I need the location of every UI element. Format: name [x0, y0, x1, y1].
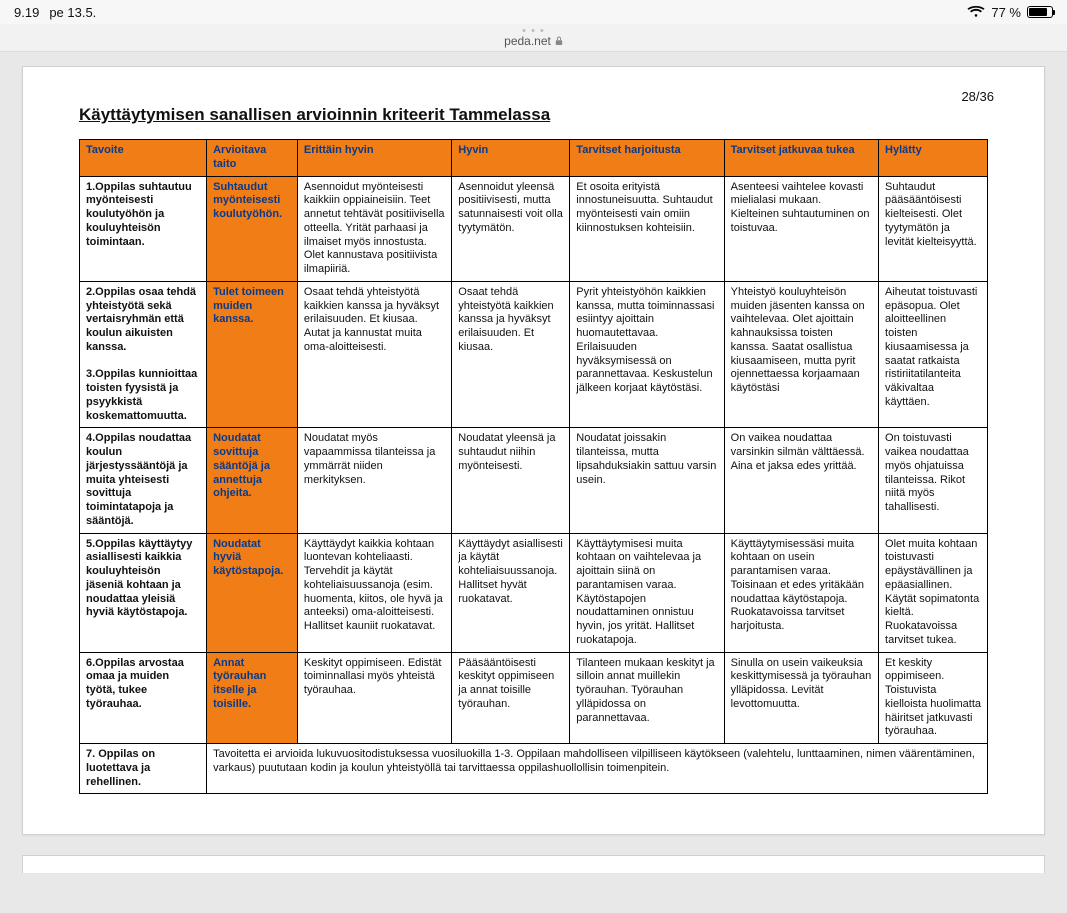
cell-level: Olet muita kohtaan toistuvasti epäystävä… [879, 533, 988, 652]
document-title: Käyttäytymisen sanallisen arvioinnin kri… [79, 105, 988, 125]
status-bar: 9.19 pe 13.5. 77 % [0, 0, 1067, 24]
cell-level: Et osoita erityistä innostuneisuutta. Su… [570, 176, 724, 281]
cell-arvioitava: Suhtaudut myönteisesti koulutyöhön. [207, 176, 298, 281]
cell-level: Sinulla on usein vaikeuksia keskittymise… [724, 652, 878, 744]
table-row: 2.Oppilas osaa tehdä yhteistyötä sekä ve… [80, 281, 988, 428]
criteria-table: Tavoite Arvioitava taito Erittäin hyvin … [79, 139, 988, 794]
cell-level: Noudatat yleensä ja suhtaudut niihin myö… [452, 428, 570, 533]
cell-level: Käyttäytymisesi muita kohtaan on vaihtel… [570, 533, 724, 652]
next-page-peek [22, 855, 1045, 873]
battery-icon [1027, 6, 1053, 18]
cell-level: Asennoidut yleensä positiivisesti, mutta… [452, 176, 570, 281]
cell-tavoite: 4.Oppilas noudattaa koulun järjestyssään… [80, 428, 207, 533]
table-row: 6.Oppilas arvostaa omaa ja muiden työtä,… [80, 652, 988, 744]
cell-level: Pyrit yhteistyöhön kaikkien kanssa, mutt… [570, 281, 724, 428]
col-tukea: Tarvitset jatkuvaa tukea [724, 140, 878, 177]
cell-level: On toistuvasti vaikea noudattaa myös ohj… [879, 428, 988, 533]
cell-tavoite: 2.Oppilas osaa tehdä yhteistyötä sekä ve… [80, 281, 207, 428]
cell-level: Käyttäydyt asiallisesti ja käytät kohtel… [452, 533, 570, 652]
table-row: 4.Oppilas noudattaa koulun järjestyssään… [80, 428, 988, 533]
col-harjoitusta: Tarvitset harjoitusta [570, 140, 724, 177]
cell-level: Aiheutat toistuvasti epäsopua. Olet aloi… [879, 281, 988, 428]
document-page: 28/36 Käyttäytymisen sanallisen arvioinn… [22, 66, 1045, 835]
url-text: peda.net [504, 34, 551, 48]
col-erittain: Erittäin hyvin [297, 140, 451, 177]
status-date: pe 13.5. [49, 5, 96, 20]
cell-level: Pääsääntöisesti keskityt oppimiseen ja a… [452, 652, 570, 744]
battery-pct: 77 % [991, 5, 1021, 20]
col-tavoite: Tavoite [80, 140, 207, 177]
page-viewport: 28/36 Käyttäytymisen sanallisen arvioinn… [0, 52, 1067, 913]
page-number: 28/36 [961, 89, 994, 104]
table-row: 1.Oppilas suhtautuu myönteisesti kouluty… [80, 176, 988, 281]
cell-level: Suhtaudut pääsääntöisesti kielteisesti. … [879, 176, 988, 281]
cell-arvioitava: Noudatat hyviä käytöstapoja. [207, 533, 298, 652]
cell-level: Noudatat joissakin tilanteissa, mutta li… [570, 428, 724, 533]
cell-level: Noudatat myös vapaammissa tilanteissa ja… [297, 428, 451, 533]
cell-level: Osaat tehdä yhteistyötä kaikkien kanssa … [452, 281, 570, 428]
col-hylatty: Hylätty [879, 140, 988, 177]
cell-row7-content: Tavoitetta ei arvioida lukuvuositodistuk… [207, 744, 988, 794]
cell-tavoite: 6.Oppilas arvostaa omaa ja muiden työtä,… [80, 652, 207, 744]
cell-level: Asenteesi vaihtelee kovasti mielialasi m… [724, 176, 878, 281]
lock-icon [555, 36, 563, 46]
cell-tavoite: 5.Oppilas käyttäytyy asiallisesti kaikki… [80, 533, 207, 652]
cell-level: Keskityt oppimiseen. Edistät toiminnalla… [297, 652, 451, 744]
table-row: 7. Oppilas on luotettava ja rehellinen.T… [80, 744, 988, 794]
cell-level: Asennoidut myönteisesti kaikkiin oppiain… [297, 176, 451, 281]
cell-level: Käyttäydyt kaikkia kohtaan luontevan koh… [297, 533, 451, 652]
cell-level: Tilanteen mukaan keskityt ja silloin ann… [570, 652, 724, 744]
col-arvioitava: Arvioitava taito [207, 140, 298, 177]
cell-arvioitava: Noudatat sovittuja sääntöjä ja annettuja… [207, 428, 298, 533]
status-time: 9.19 [14, 5, 39, 20]
browser-tabbar: • • • peda.net [0, 24, 1067, 52]
cell-tavoite: 1.Oppilas suhtautuu myönteisesti kouluty… [80, 176, 207, 281]
cell-arvioitava: Annat työrauhan itselle ja toisille. [207, 652, 298, 744]
wifi-icon [967, 6, 985, 18]
cell-level: Yhteistyö kouluyhteisön muiden jäsenten … [724, 281, 878, 428]
table-header-row: Tavoite Arvioitava taito Erittäin hyvin … [80, 140, 988, 177]
cell-level: Osaat tehdä yhteistyötä kaikkien kanssa … [297, 281, 451, 428]
cell-level: Et keskity oppimiseen. Toistuvista kiell… [879, 652, 988, 744]
url-display[interactable]: peda.net [504, 34, 563, 48]
cell-tavoite: 7. Oppilas on luotettava ja rehellinen. [80, 744, 207, 794]
cell-level: Käyttäytymisessäsi muita kohtaan on usei… [724, 533, 878, 652]
cell-arvioitava: Tulet toimeen muiden kanssa. [207, 281, 298, 428]
cell-level: On vaikea noudattaa varsinkin silmän väl… [724, 428, 878, 533]
table-row: 5.Oppilas käyttäytyy asiallisesti kaikki… [80, 533, 988, 652]
col-hyvin: Hyvin [452, 140, 570, 177]
